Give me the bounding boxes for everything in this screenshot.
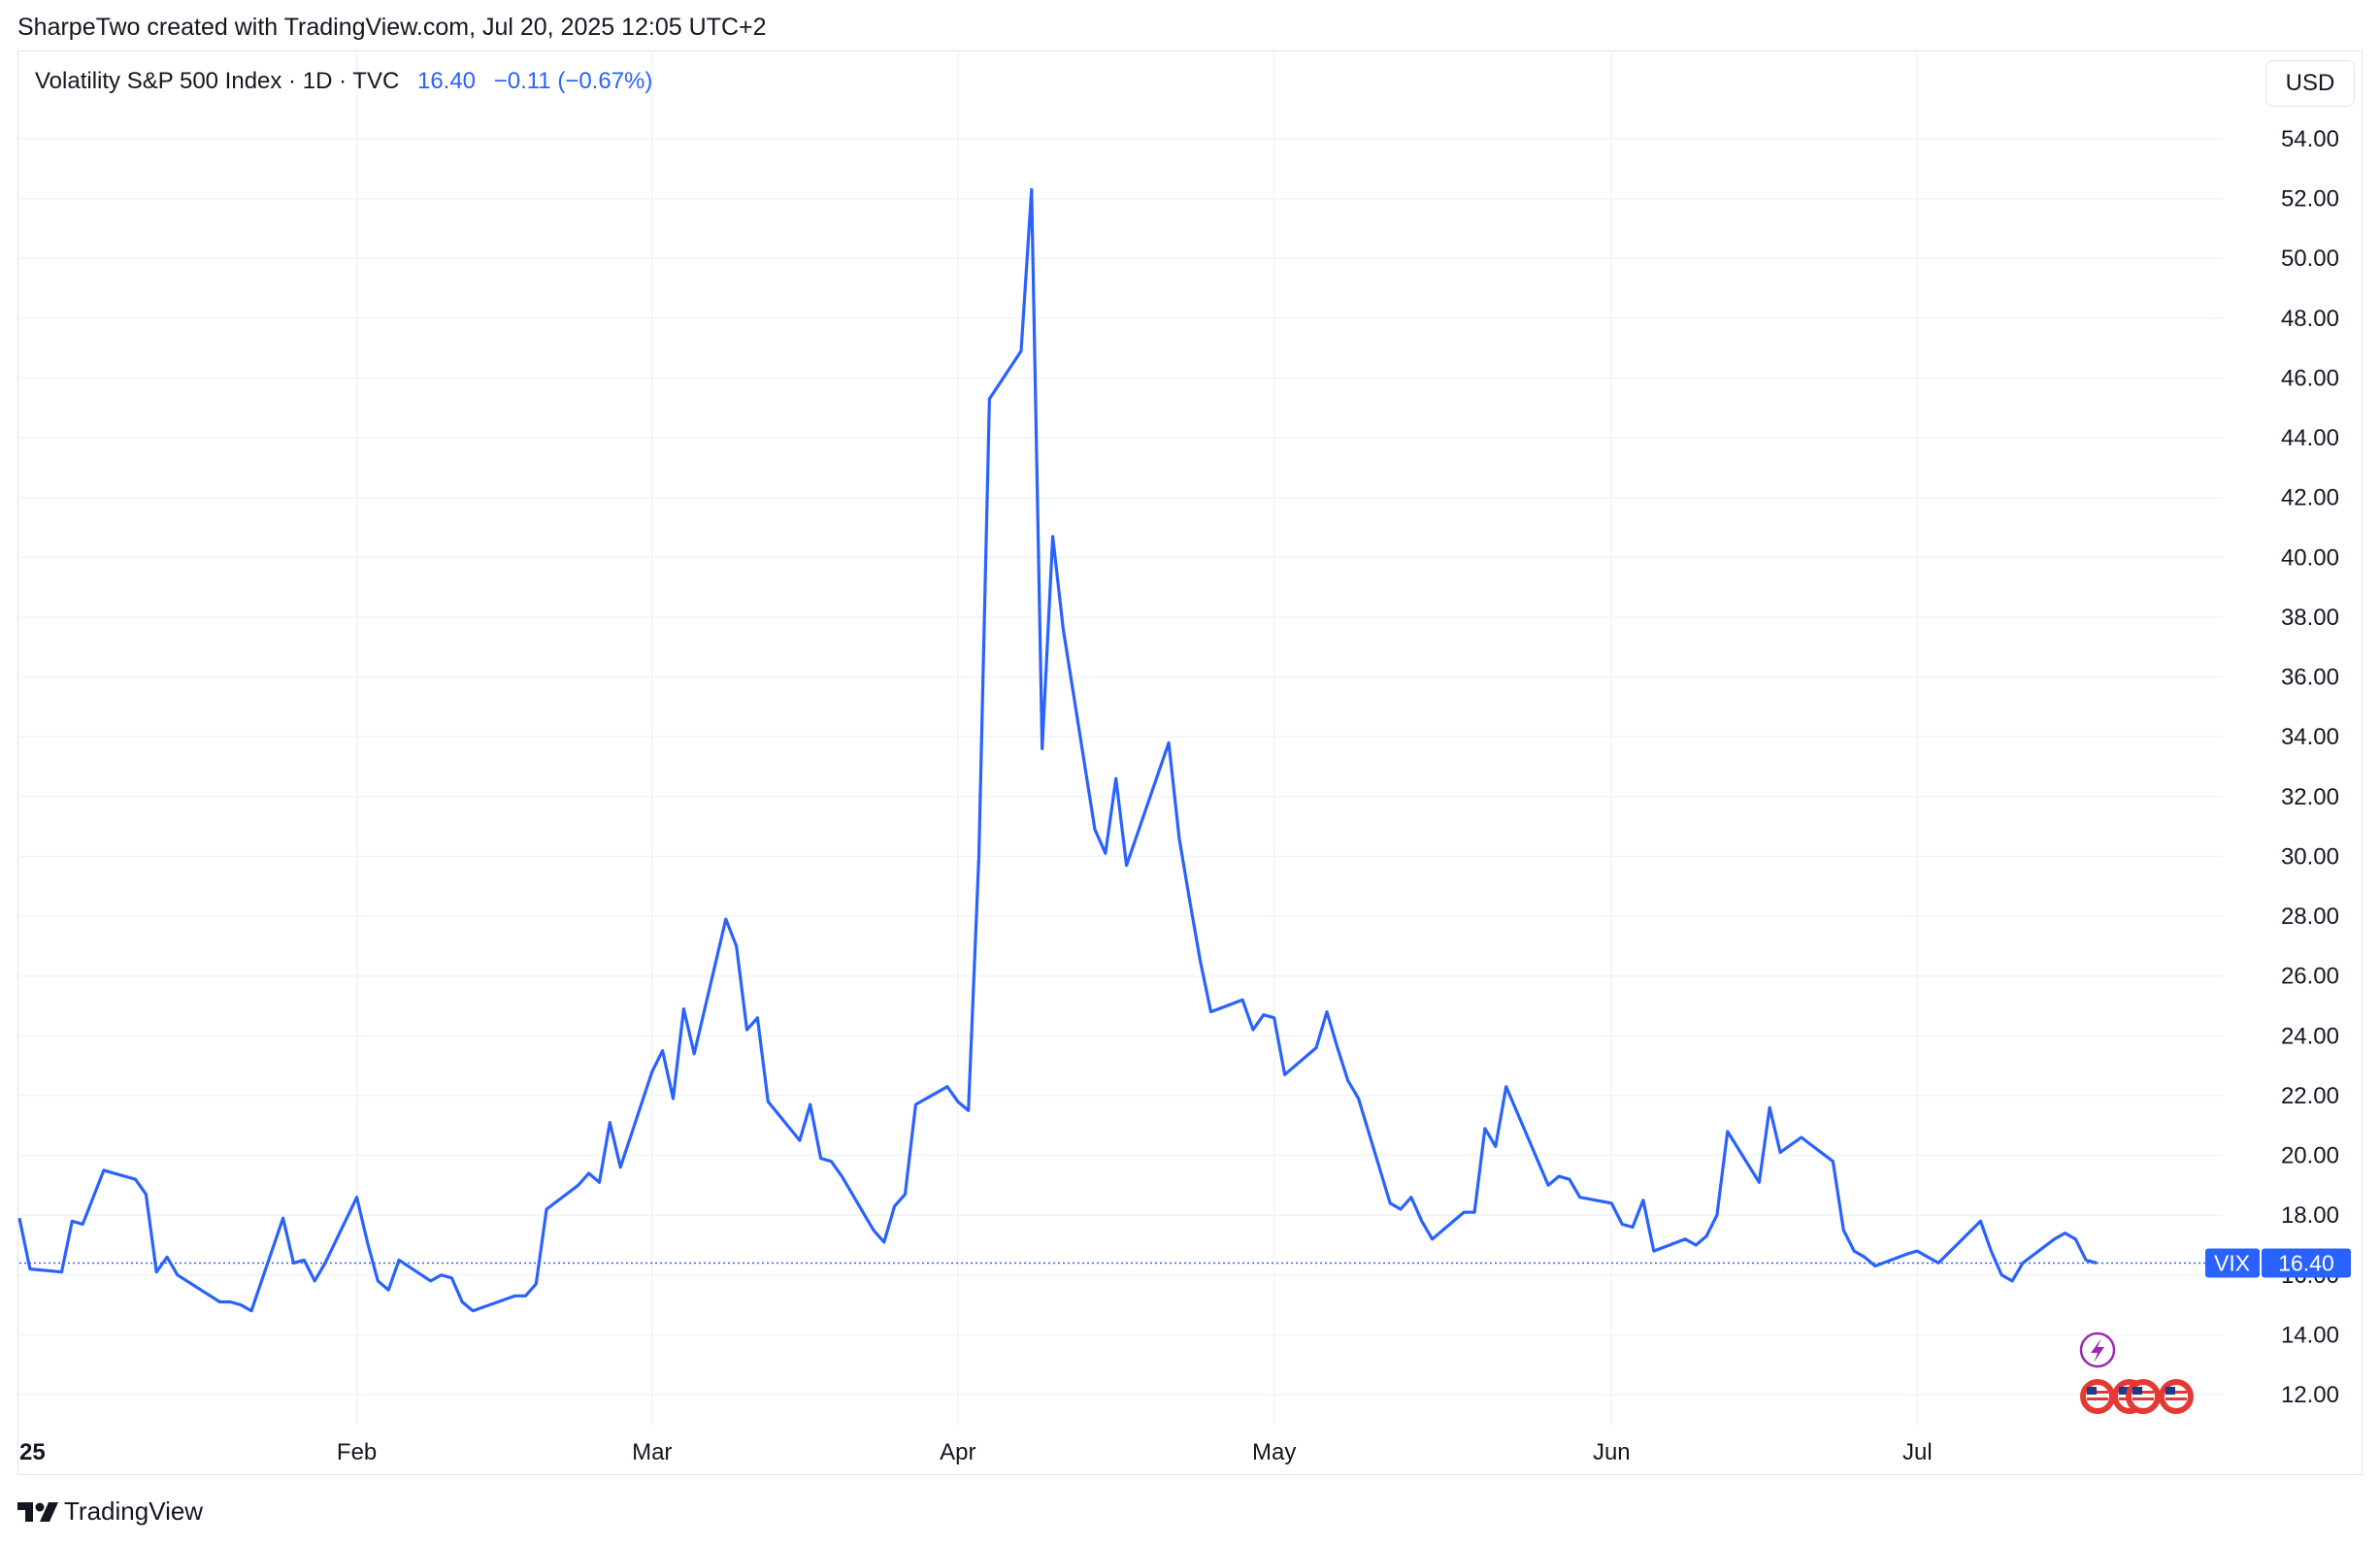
price-tag-value: 16.40	[2278, 1250, 2334, 1275]
chart-frame	[17, 50, 2363, 1475]
y-tick-label: 36.00	[2281, 665, 2339, 691]
y-tick-label: 50.00	[2281, 246, 2339, 272]
y-tick-label: 20.00	[2281, 1143, 2339, 1169]
x-tick-label: 25	[19, 1439, 46, 1465]
y-tick-label: 48.00	[2281, 306, 2339, 332]
x-tick-label: Jul	[1902, 1439, 1933, 1465]
y-tick-label: 38.00	[2281, 605, 2339, 631]
chart-credit: SharpeTwo created with TradingView.com, …	[17, 14, 767, 41]
y-tick-label: 18.00	[2281, 1202, 2339, 1229]
price-tag: VIX 16.40	[2205, 1248, 2351, 1278]
currency-button[interactable]: USD	[2265, 60, 2355, 107]
price-tag-symbol-bg	[2205, 1248, 2260, 1278]
tradingview-logo-icon	[17, 1501, 58, 1522]
price-tag-symbol: VIX	[2214, 1250, 2250, 1275]
vix-series-line[interactable]	[17, 187, 2098, 1313]
y-tick-label: 22.00	[2281, 1083, 2339, 1109]
y-tick-label: 12.00	[2281, 1382, 2339, 1408]
legend-title: Volatility S&P 500 Index · 1D · TVC	[35, 68, 400, 94]
tradingview-logo[interactable]: TradingView	[17, 1496, 203, 1527]
x-tick-label: Mar	[632, 1439, 672, 1465]
grid-lines	[19, 52, 2223, 1425]
y-tick-label: 34.00	[2281, 724, 2339, 750]
us-flag-event-icon[interactable]	[2126, 1379, 2161, 1414]
y-tick-label: 46.00	[2281, 365, 2339, 391]
y-tick-label: 26.00	[2281, 964, 2339, 990]
y-tick-label: 40.00	[2281, 544, 2339, 571]
y-tick-label: 44.00	[2281, 425, 2339, 451]
x-tick-label: Apr	[940, 1439, 975, 1465]
x-tick-label: May	[1252, 1439, 1296, 1465]
us-flag-event-icon[interactable]	[2080, 1379, 2115, 1414]
x-tick-label: Feb	[337, 1439, 377, 1465]
us-flag-event-icon[interactable]	[2159, 1379, 2194, 1414]
x-axis-ticks: 25 Feb Mar Apr May Jun Jul	[19, 1439, 1933, 1465]
tradingview-logo-text: TradingView	[64, 1496, 204, 1526]
y-tick-label: 32.00	[2281, 784, 2339, 810]
y-tick-label: 42.00	[2281, 485, 2339, 511]
y-axis-ticks: 12.0014.0016.0018.0020.0022.0024.0026.00…	[2281, 126, 2339, 1408]
lightning-event-icon[interactable]	[2079, 1331, 2116, 1368]
y-tick-label: 14.00	[2281, 1322, 2339, 1348]
y-tick-label: 30.00	[2281, 843, 2339, 870]
y-tick-label: 24.00	[2281, 1023, 2339, 1049]
legend-value: 16.40	[416, 68, 477, 94]
y-tick-label: 28.00	[2281, 904, 2339, 930]
y-tick-label: 54.00	[2281, 126, 2339, 152]
chart-legend[interactable]: Volatility S&P 500 Index · 1D · TVC 16.4…	[35, 68, 652, 95]
y-tick-label: 52.00	[2281, 186, 2339, 213]
legend-change: −0.11 (−0.67%)	[493, 68, 653, 94]
price-tag-value-bg	[2262, 1248, 2351, 1278]
x-tick-label: Jun	[1593, 1439, 1631, 1465]
event-markers[interactable]	[2079, 1331, 2194, 1414]
